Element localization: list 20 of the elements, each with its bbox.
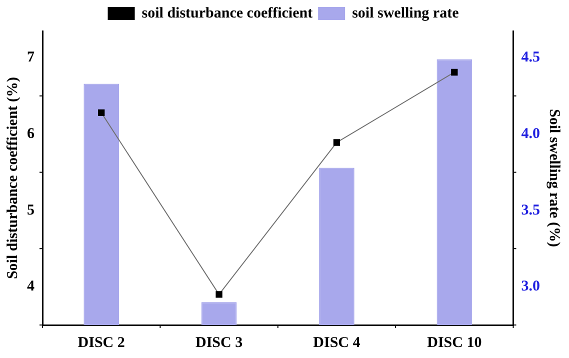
y2-tick-label: 4.0 [521, 126, 540, 142]
y-tick-label: 7 [27, 50, 35, 66]
y-tick-label: 6 [27, 126, 35, 142]
y2-tick-label: 3.5 [521, 202, 540, 218]
point [98, 109, 105, 116]
point [216, 291, 222, 298]
y2-tick-label: 4.5 [521, 50, 540, 66]
y-tick-label: 5 [27, 202, 34, 218]
legend-label: soil swelling rate [352, 5, 460, 22]
x-tick-label: DISC 3 [195, 334, 243, 351]
x-tick-label: DISC 2 [78, 334, 125, 351]
point [451, 68, 458, 76]
point [333, 139, 340, 146]
y2-tick-label: 3.0 [521, 278, 540, 295]
y-axis-title: Soil disturbance coefficient (%) [4, 76, 21, 280]
y-tick-label: 4 [27, 278, 35, 295]
x-tick-label: DISC 10 [427, 334, 482, 351]
x-tick-label: DISC 4 [313, 334, 361, 351]
y2-axis-title: Soil swelling rate (%) [546, 109, 562, 247]
legend-label: soil disturbance coefficient [142, 5, 313, 22]
